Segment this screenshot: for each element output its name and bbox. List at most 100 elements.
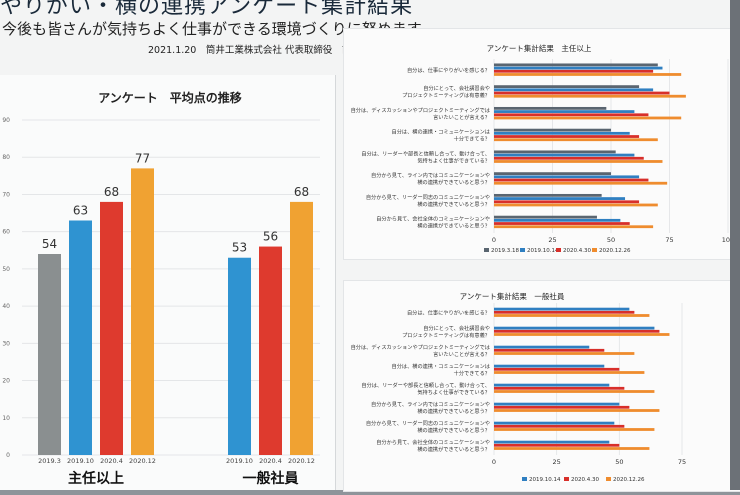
x-tick-label: 75 — [678, 458, 686, 466]
bar — [494, 63, 658, 67]
x-tick-label: 25 — [548, 236, 556, 244]
bar — [494, 222, 630, 225]
bar — [494, 66, 663, 70]
category-label: 自分から見て、会社全体のコミュニケーションや — [376, 215, 490, 223]
x-tick-label: 2020.12 — [129, 457, 156, 465]
legend-swatch — [556, 248, 561, 252]
legend-label: 2020.4.30 — [563, 248, 591, 254]
category-label: 横の連携ができていると思う？ — [417, 222, 490, 230]
staff-results-chart: アンケート集計結果 一般社員 0 25 50 75 自分は、仕事にやりがいを感じる？ 自分に… — [351, 291, 687, 483]
legend-swatch — [520, 248, 525, 252]
bar-value-label: 63 — [73, 204, 88, 218]
bar — [494, 307, 630, 311]
bar-value-label: 68 — [104, 185, 119, 199]
bar — [494, 135, 640, 138]
bar — [494, 153, 635, 157]
legend-swatch — [606, 477, 611, 481]
bar — [69, 220, 92, 455]
bar — [494, 443, 620, 447]
legend-swatch — [522, 477, 527, 481]
legend-label: 2019.10.14 — [529, 477, 561, 483]
bar-value-label: 68 — [294, 185, 309, 199]
y-tick-label: 30 — [2, 340, 10, 347]
bar — [494, 428, 655, 431]
x-tick-label: 75 — [665, 236, 673, 244]
bar — [494, 371, 645, 374]
bar — [494, 203, 658, 207]
category-label: 自分から見て、会社全体のコミュニケーションや — [376, 438, 490, 446]
category-label: 横の連携ができていると思う？ — [417, 200, 490, 208]
x-tick-label: 2019.10 — [67, 457, 94, 465]
category-label: 十分できてる？ — [454, 369, 490, 377]
x-tick-label: 0 — [492, 236, 496, 244]
bar — [494, 128, 611, 132]
bar — [494, 113, 649, 117]
legend-swatch — [484, 248, 489, 252]
bar — [494, 421, 615, 425]
bar — [494, 200, 640, 204]
bar — [494, 131, 630, 135]
category-label: 自分から見て、リーダー同志のコミュニケーションや — [366, 419, 490, 427]
bar-value-label: 54 — [42, 237, 57, 251]
chart-title: アンケート集計結果 一般社員 — [460, 291, 565, 301]
senior-results-chart-panel: アンケート集計結果 主任以上 0 25 50 75 100 自分は、仕事にやりがいを感じる？… — [343, 28, 740, 260]
category-label: 横の連携ができていると思う？ — [417, 445, 490, 453]
y-tick-label: 0 — [6, 452, 10, 459]
bar — [494, 225, 654, 229]
category-label: 自分にとって、会社講習会や — [423, 84, 490, 92]
category-label: 言いたいことが言える？ — [433, 350, 490, 358]
bar — [494, 94, 686, 98]
bar-value-label: 77 — [135, 151, 150, 165]
poster-author: 2021.1.20 筒井工業株式会社 代表取締役 前島靖浩 — [148, 45, 380, 56]
y-tick-label: 60 — [2, 229, 10, 236]
bar — [494, 383, 610, 387]
category-label: 自分は、横の連携・コミュニケーションは — [392, 362, 490, 370]
bar — [494, 116, 682, 120]
bar — [494, 424, 625, 428]
category-label: 自分は、ディスカッションやプロジェクトミーティングでは — [351, 343, 490, 351]
bar — [228, 257, 251, 455]
bar — [494, 390, 655, 393]
category-label: 気持ちよく仕事ができている？ — [417, 156, 490, 164]
bar — [494, 106, 607, 110]
average-score-chart-panel: アンケート 平均点の推移 0 10 20 30 40 50 60 70 80 90 54 2019.3 6… — [0, 75, 336, 490]
bar — [494, 386, 625, 390]
bar — [494, 364, 605, 368]
legend-label: 2020.4.30 — [571, 477, 599, 483]
bar — [38, 254, 61, 455]
bar — [494, 352, 635, 355]
bar — [494, 314, 650, 317]
bar — [494, 409, 660, 412]
bar — [494, 91, 670, 95]
poster-title: やりがい・横の連携アンケート集計結果 — [0, 0, 414, 19]
legend-label: 2020.12.26 — [613, 477, 645, 483]
bar — [494, 160, 663, 163]
bar — [494, 138, 658, 142]
category-label: 自分は、仕事にやりがいを感じる？ — [407, 309, 490, 317]
legend-label: 2020.12.26 — [599, 248, 631, 254]
x-tick-label: 2020.12 — [288, 457, 315, 465]
bar — [494, 110, 635, 113]
group-label: 一般社員 — [243, 470, 299, 487]
bar — [494, 197, 626, 200]
bar — [494, 178, 649, 182]
y-tick-label: 90 — [2, 117, 10, 124]
category-label: 横の連携ができていると思う？ — [417, 426, 490, 434]
y-tick-label: 20 — [2, 378, 10, 385]
bar — [100, 201, 123, 455]
x-tick-label: 2020.4 — [100, 457, 123, 465]
group-label: 主任以上 — [68, 470, 124, 487]
category-label: プロジェクトミーティングは有意義？ — [402, 331, 490, 339]
bar-value-label: 53 — [232, 241, 247, 255]
y-tick-label: 40 — [2, 303, 10, 310]
staff-results-chart-panel: アンケート集計結果 一般社員 0 25 50 75 自分は、仕事にやりがいを感じる？ 自分に… — [343, 280, 740, 492]
category-label: 気持ちよく仕事ができている？ — [417, 388, 490, 396]
bar — [259, 246, 282, 455]
bar — [494, 348, 605, 352]
x-tick-label: 2019.3 — [38, 457, 61, 465]
category-label: 言いたいことが言える？ — [433, 113, 490, 121]
category-label: 自分から見て、ライン内ではコミュニケーションや — [371, 171, 490, 179]
average-score-chart: アンケート 平均点の推移 0 10 20 30 40 50 60 70 80 90 54 2019.3 6… — [2, 90, 320, 487]
bar — [494, 215, 597, 219]
bar — [494, 88, 654, 92]
